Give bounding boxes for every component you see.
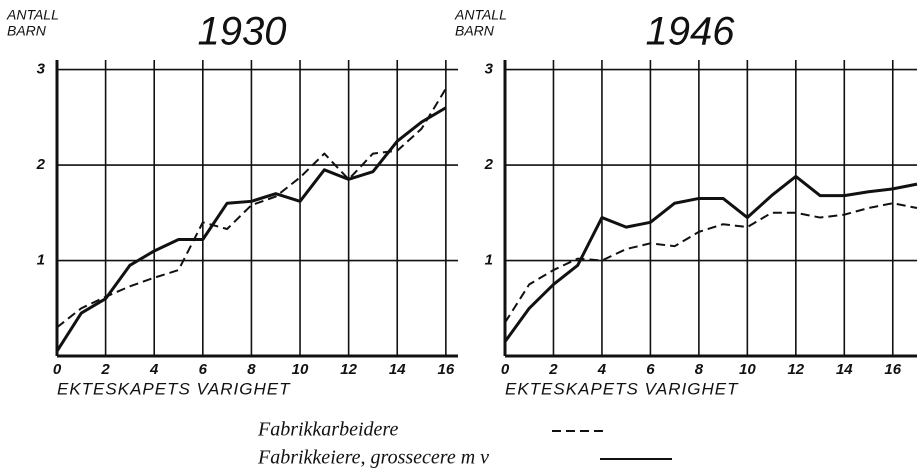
y-tick-label: 2 <box>484 156 494 173</box>
x-tick-label: 16 <box>884 361 901 378</box>
chart-title: 1946 <box>646 10 736 54</box>
x-tick-label: 10 <box>292 361 309 378</box>
legend-label: Fabrikkarbeidere <box>257 419 398 441</box>
y-axis-label: BARN <box>7 23 47 39</box>
y-axis-label: ANTALL <box>6 7 59 23</box>
y-tick-label: 1 <box>485 251 493 268</box>
x-tick-label: 4 <box>149 361 159 378</box>
x-tick-label: 16 <box>438 361 455 378</box>
x-tick-label: 0 <box>53 361 62 378</box>
data-line <box>503 174 918 343</box>
x-tick-label: 4 <box>597 361 607 378</box>
y-tick-label: 3 <box>37 61 46 78</box>
x-tick-label: 6 <box>199 361 208 378</box>
x-tick-label: 12 <box>340 361 357 378</box>
data-line <box>55 106 447 353</box>
legend-label: Fabrikkeiere, grossecere m v <box>257 447 489 469</box>
x-tick-label: 12 <box>787 361 804 378</box>
x-axis-label: EKTESKAPETS VARIGHET <box>57 379 291 398</box>
x-tick-label: 14 <box>836 361 853 378</box>
x-tick-label: 14 <box>389 361 406 378</box>
y-tick-label: 1 <box>37 251 45 268</box>
x-axis-label: EKTESKAPETS VARIGHET <box>505 379 739 398</box>
x-tick-label: 0 <box>501 361 510 378</box>
y-axis-label: ANTALL <box>454 7 507 23</box>
x-tick-label: 6 <box>646 361 655 378</box>
chart-title: 1930 <box>198 10 287 54</box>
x-tick-label: 8 <box>247 361 256 378</box>
x-tick-label: 2 <box>548 361 558 378</box>
x-tick-label: 8 <box>695 361 704 378</box>
y-axis-label: BARN <box>455 23 495 39</box>
x-tick-label: 2 <box>100 361 110 378</box>
data-line <box>504 202 918 324</box>
y-tick-label: 2 <box>36 156 46 173</box>
data-line <box>56 88 447 329</box>
x-tick-label: 10 <box>739 361 756 378</box>
y-tick-label: 3 <box>485 61 494 78</box>
